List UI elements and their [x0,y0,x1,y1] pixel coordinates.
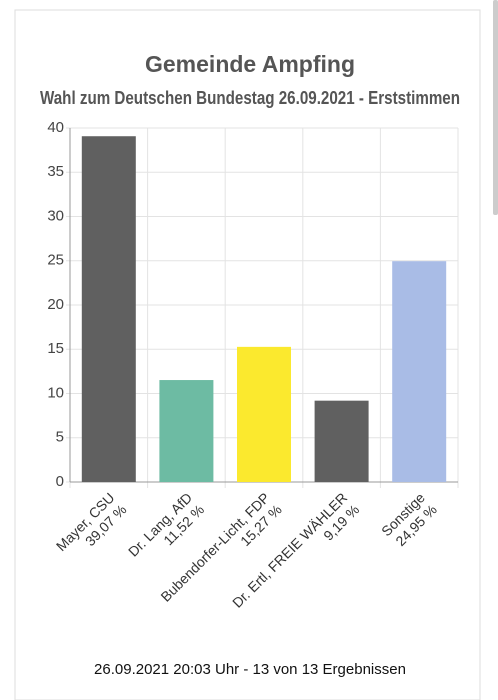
bar [314,400,369,482]
chart-subtitle: Wahl zum Deutschen Bundestag 26.09.2021 … [40,88,460,108]
y-tick-label: 40 [47,119,64,136]
y-tick-label: 35 [47,163,64,180]
bar [81,136,136,482]
y-tick-label: 30 [47,207,64,224]
y-tick-label: 20 [47,296,64,313]
y-tick-label: 0 [56,473,64,490]
chart-title: Gemeinde Ampfing [145,51,355,77]
bar [237,346,291,482]
footer: 26.09.2021 20:03 Uhr - 13 von 13 Ergebni… [94,661,406,678]
y-tick-label: 15 [47,340,64,357]
y-tick-label: 10 [47,384,64,401]
bar [159,380,214,482]
bar [392,261,447,482]
y-tick-label: 25 [47,252,64,269]
y-tick-label: 5 [56,429,64,446]
scrollbar [493,0,498,215]
